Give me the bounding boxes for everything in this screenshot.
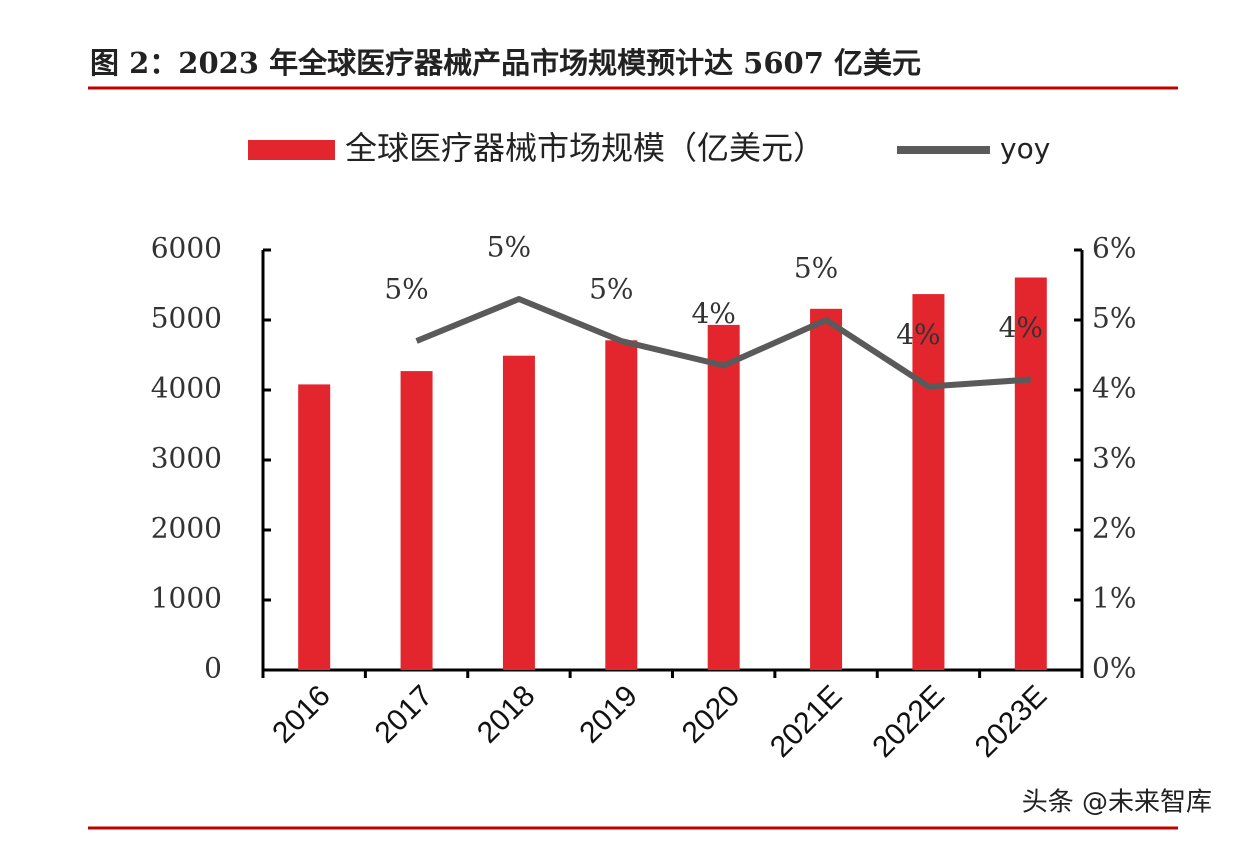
x-tick-label: 2022E xyxy=(866,679,951,764)
y2-tick-label: 2% xyxy=(1092,512,1136,545)
bar xyxy=(1014,277,1047,670)
y-tick-label: 4000 xyxy=(151,372,222,405)
bar xyxy=(810,308,843,670)
y-tick-label: 1000 xyxy=(151,582,222,615)
x-tick-label: 2020 xyxy=(676,679,747,750)
y2-tick-label: 5% xyxy=(1092,302,1136,335)
y-tick-label: 5000 xyxy=(151,302,222,335)
x-tick-label: 2021E xyxy=(764,679,849,764)
watermark: 头条 @未来智库 xyxy=(1022,788,1212,818)
y-tick-label: 6000 xyxy=(151,232,222,265)
bar xyxy=(502,355,535,670)
data-label: 5% xyxy=(589,273,633,306)
legend-label: 全球医疗器械市场规模（亿美元） xyxy=(345,129,825,167)
data-label: 5% xyxy=(384,273,428,306)
data-label: 5% xyxy=(794,252,838,285)
yoy-line xyxy=(415,296,1032,390)
y-tick-label: 0 xyxy=(204,652,222,685)
x-tick-label: 2018 xyxy=(471,679,542,750)
bar xyxy=(707,324,740,670)
data-label: 4% xyxy=(691,297,735,330)
bar xyxy=(298,384,331,670)
data-label: 4% xyxy=(896,318,940,351)
data-label: 4% xyxy=(999,311,1043,344)
y2-tick-label: 4% xyxy=(1092,372,1136,405)
data-label: 5% xyxy=(487,231,531,264)
chart-title: 图 2：2023 年全球医疗器械产品市场规模预计达 5607 亿美元 xyxy=(90,46,921,80)
y-tick-label: 2000 xyxy=(151,512,222,545)
x-tick-label: 2017 xyxy=(369,679,440,750)
y2-tick-label: 6% xyxy=(1092,232,1136,265)
x-tick-label: 2023E xyxy=(969,679,1054,764)
y2-tick-label: 3% xyxy=(1092,442,1136,475)
bar xyxy=(605,340,638,670)
x-tick-label: 2019 xyxy=(573,679,644,750)
bar xyxy=(912,294,945,670)
y2-tick-label: 1% xyxy=(1092,582,1136,615)
legend-swatch xyxy=(248,140,335,160)
x-tick-label: 2016 xyxy=(266,679,337,750)
y2-tick-label: 0% xyxy=(1092,652,1136,685)
bar xyxy=(400,371,433,670)
legend-label: yoy xyxy=(1000,132,1050,165)
y-tick-label: 3000 xyxy=(151,442,222,475)
